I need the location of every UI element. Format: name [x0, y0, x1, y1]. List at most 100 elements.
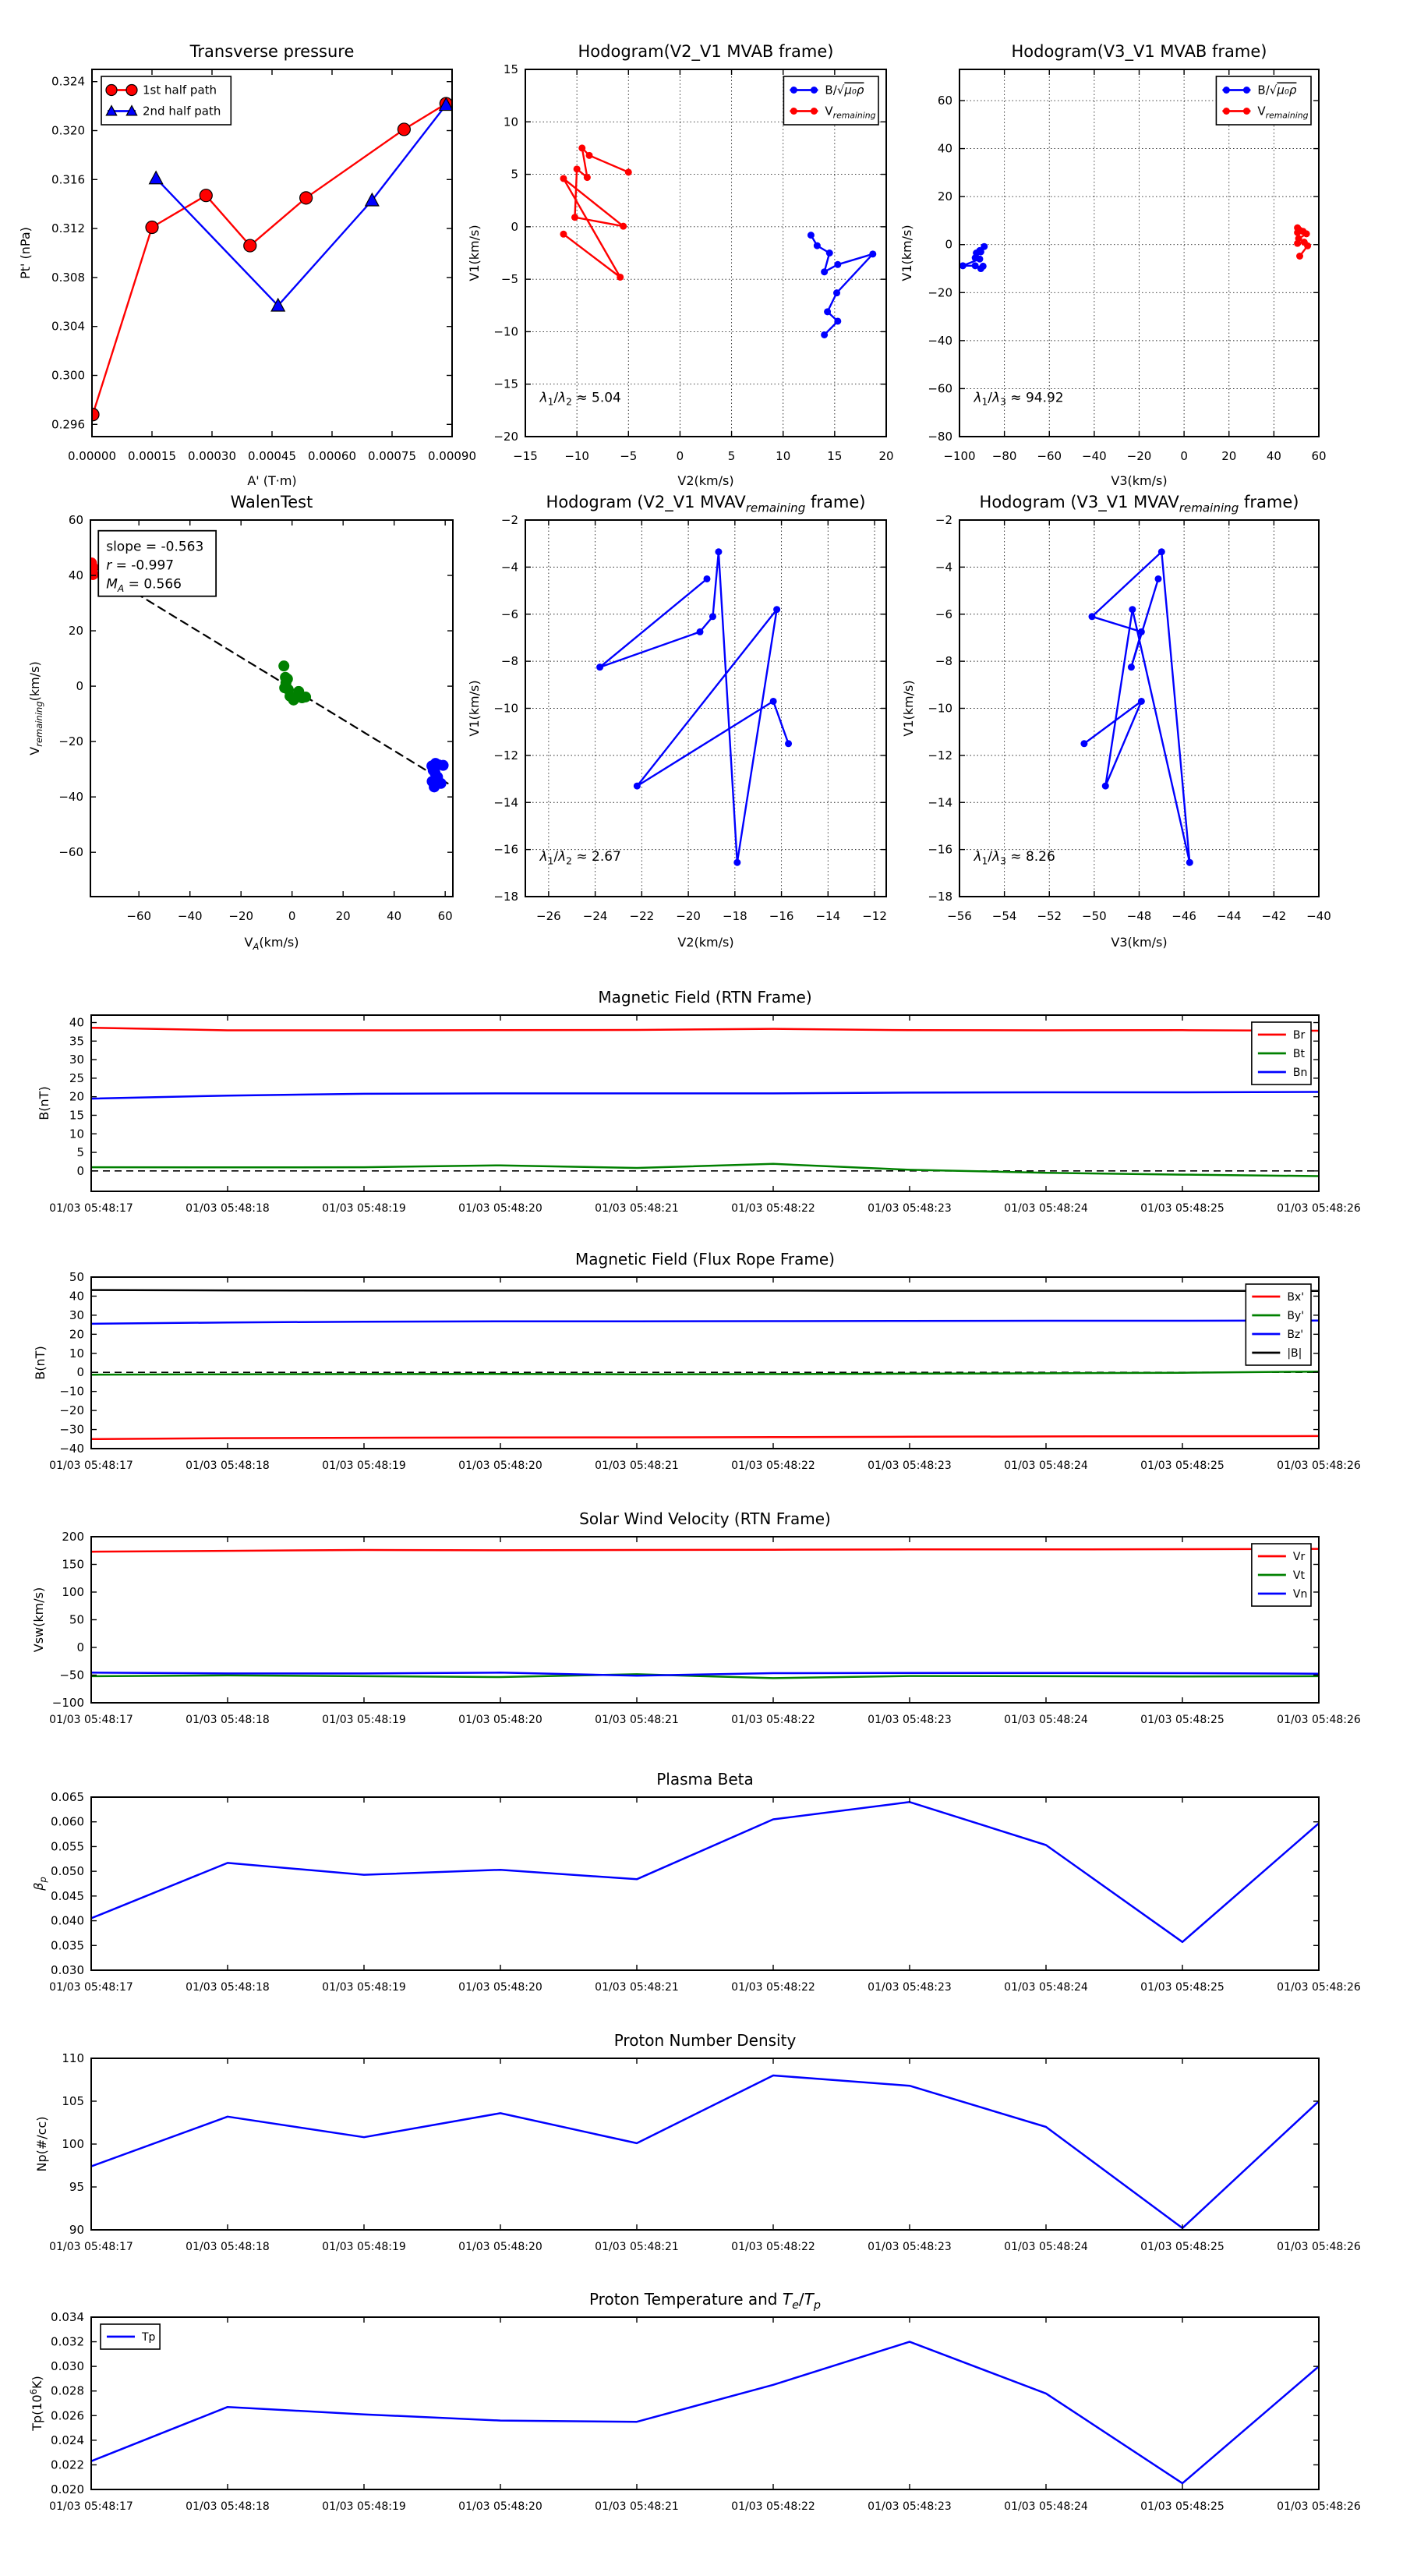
y-tick-label: 0	[76, 679, 83, 693]
y-tick-label: −40	[59, 1442, 84, 1456]
dot-marker	[773, 606, 781, 614]
y-tick-label: −20	[58, 734, 83, 748]
y-tick-label: 15	[504, 62, 518, 76]
axes-background	[91, 1277, 1319, 1449]
x-tick-label: −46	[1172, 909, 1196, 923]
x-tick-label: 01/03 05:48:26	[1277, 1714, 1361, 1726]
dot-marker	[617, 273, 624, 281]
x-tick-label: 01/03 05:48:19	[322, 1202, 406, 1215]
series-beta-p	[91, 1801, 1319, 1944]
x-tick-label: 01/03 05:48:22	[731, 1460, 815, 1472]
triangle-marker	[438, 97, 452, 111]
x-tick-label: −12	[862, 909, 887, 923]
x-tick-label: 01/03 05:48:23	[868, 2241, 952, 2253]
y-tick-label: 0.312	[51, 221, 85, 235]
x-tick-label: 01/03 05:48:17	[49, 1714, 133, 1726]
x-tick-label: 60	[438, 909, 453, 923]
legend-label: B/√μ₀ρ	[825, 83, 864, 97]
dot-marker	[1154, 575, 1162, 582]
y-tick-label: 40	[69, 1289, 84, 1303]
y-tick-label: 150	[62, 1558, 84, 1572]
y-tick-label: −10	[928, 702, 952, 716]
y-tick-label: −30	[59, 1423, 84, 1437]
ticks	[90, 1796, 1320, 1971]
x-tick-label: 01/03 05:48:19	[322, 2241, 406, 2253]
ticks	[959, 519, 1320, 897]
ticks	[91, 69, 453, 437]
legend-label: |B|	[1287, 1347, 1302, 1360]
series-V-remaining	[1294, 224, 1312, 260]
dot-marker	[959, 262, 967, 270]
y-tick-label: 0	[945, 238, 952, 252]
axes-background	[91, 1015, 1319, 1191]
x-tick-label: −54	[992, 909, 1017, 923]
chart-magnetic-field-rtn: 01/03 05:48:17 01/03 05:48:18 01/03 05:48:…	[37, 988, 1361, 1215]
x-tick-label: 0.00000	[68, 449, 116, 463]
legend-label: Vn	[1293, 1588, 1307, 1601]
dot-marker	[821, 331, 829, 338]
y-tick-label: 0.324	[51, 75, 85, 89]
y-axis-label: V1(km/s)	[899, 225, 914, 281]
x-tick-label: 0	[1180, 449, 1188, 463]
x-tick-label: 01/03 05:48:24	[1004, 1714, 1088, 1726]
series-B-over-sqrt-mu0rho	[959, 242, 988, 273]
x-tick-label: 01/03 05:48:22	[731, 1981, 815, 1994]
x-tick-label: 20	[878, 449, 893, 463]
y-tick-label: −8	[501, 654, 518, 668]
dot-marker	[790, 87, 797, 94]
dot-marker	[807, 232, 815, 239]
circle-marker	[92, 408, 100, 422]
x-tick-label: 01/03 05:48:25	[1140, 2241, 1225, 2253]
y-tick-label: −10	[59, 1385, 84, 1399]
x-tick-label: 01/03 05:48:18	[186, 1981, 270, 1994]
chart-title: Magnetic Field (RTN Frame)	[598, 988, 811, 1007]
dot-marker	[1294, 228, 1302, 236]
y-axis-label: V1(km/s)	[467, 680, 482, 736]
y-axis-label: Np(#/cc)	[34, 2117, 49, 2172]
ticks	[525, 519, 886, 897]
dot-marker	[1137, 697, 1145, 705]
x-tick-label: 0.00015	[128, 449, 176, 463]
x-tick-label: 01/03 05:48:25	[1140, 2500, 1225, 2513]
x-tick-label: 40	[1267, 449, 1281, 463]
x-tick-label: −24	[583, 909, 608, 923]
chart-title: Hodogram(V2_V1 MVAB frame)	[578, 42, 834, 62]
x-tick-label: 40	[387, 909, 401, 923]
chart-title: WalenTest	[231, 493, 313, 511]
x-tick-label: 01/03 05:48:18	[186, 2500, 270, 2513]
legend-label: Vr	[1293, 1551, 1306, 1563]
y-tick-label: 0.308	[51, 271, 85, 285]
y-tick-label: −12	[928, 748, 952, 763]
x-tick-label: −52	[1037, 909, 1062, 923]
chart-title: Hodogram (V2_V1 MVAVremaining frame)	[546, 493, 866, 515]
annotation-line: slope = -0.563	[106, 540, 203, 555]
circle-marker	[199, 189, 213, 203]
axes-background	[92, 69, 452, 437]
dot-marker	[620, 222, 627, 230]
y-tick-label: 0.028	[51, 2384, 84, 2398]
x-tick-label: −26	[536, 909, 561, 923]
ticks	[90, 1276, 1320, 1449]
axes-background	[91, 2058, 1319, 2230]
x-tick-label: −100	[943, 449, 975, 463]
x-tick-label: 01/03 05:48:19	[322, 2500, 406, 2513]
axes-frame	[90, 2316, 1320, 2490]
circle-marker	[397, 122, 412, 136]
legend-label: Br	[1293, 1029, 1306, 1042]
x-tick-label: −40	[1306, 909, 1331, 923]
y-tick-label: −15	[493, 377, 518, 391]
chart-transverse-pressure: 0.00000 0.00015 0.00030 0.00045 0.00060 0.000…	[18, 42, 476, 488]
x-tick-label: 01/03 05:48:21	[595, 1460, 679, 1472]
x-tick-label: 01/03 05:48:22	[731, 2241, 815, 2253]
x-axis-label: V3(km/s)	[1111, 473, 1167, 488]
x-tick-label: −20	[676, 909, 701, 923]
y-tick-label: 100	[62, 1585, 84, 1599]
chart-walen-test: −60 −40 −20 0 20 40 60 −60 −40 −20 0 20 40 60 WalenTes…	[27, 493, 454, 952]
y-tick-label: −2	[501, 513, 518, 527]
y-tick-label: 20	[938, 189, 952, 203]
dot-marker	[1101, 782, 1109, 790]
y-tick-label: 0	[76, 1640, 84, 1654]
series-middle-cluster	[278, 660, 312, 706]
y-axis-label: Pt' (nPa)	[18, 227, 33, 279]
x-tick-label: −22	[630, 909, 655, 923]
